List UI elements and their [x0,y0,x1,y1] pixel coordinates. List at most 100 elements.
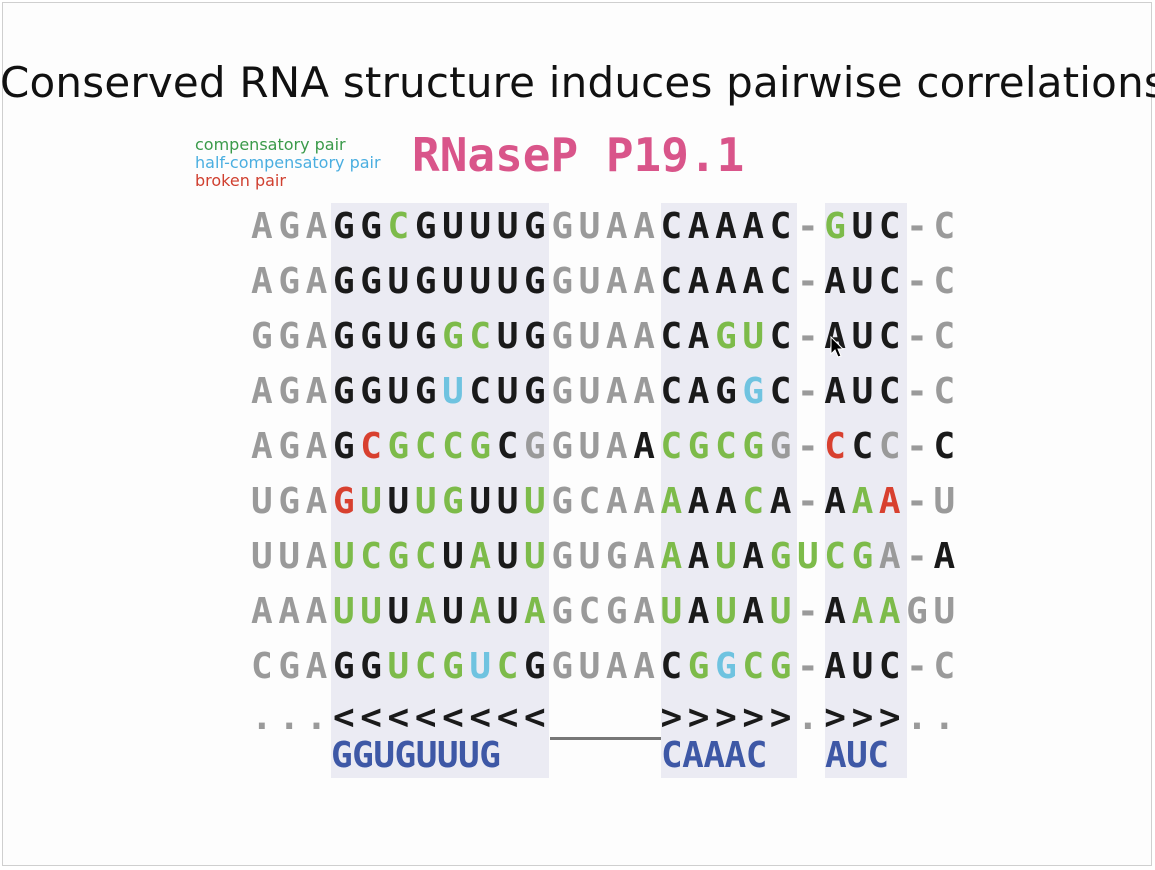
nucleotide: G [551,591,573,632]
nucleotide: C [469,371,491,412]
nucleotide: A [633,426,655,467]
nucleotide: A [605,316,628,357]
structure-char: > [687,697,710,738]
nucleotide: - [796,481,819,522]
nucleotide: A [660,481,683,522]
nucleotide: C [878,646,901,687]
nucleotide: G [251,316,273,357]
nucleotide: C [742,646,764,687]
nucleotide: U [933,481,955,522]
family-name: RNaseP P19.1 [412,128,745,182]
nucleotide: U [496,481,519,522]
nucleotide: A [878,481,901,522]
nucleotide: G [551,261,573,302]
nucleotide: G [524,371,546,412]
nucleotide: A [414,591,437,632]
nucleotide: C [414,426,437,467]
nucleotide: C [769,206,792,247]
nucleotide: - [906,371,928,412]
structure-char: < [360,697,382,738]
nucleotide: G [551,316,573,357]
nucleotide: A [305,261,328,302]
nucleotide: C [933,646,955,687]
nucleotide: A [305,646,328,687]
structure-char: > [742,697,764,738]
nucleotide: A [469,591,491,632]
nucleotide: G [742,426,764,467]
nucleotide: G [551,481,573,522]
nucleotide: C [933,261,955,302]
consensus-left: GGUGUUUG [331,735,501,776]
nucleotide: U [442,536,464,577]
mouse-pointer-icon [830,336,845,358]
nucleotide: U [251,536,273,577]
structure-char: . [906,697,928,738]
nucleotide: G [605,591,628,632]
nucleotide: A [687,261,710,302]
nucleotide: A [251,371,273,412]
nucleotide: U [469,206,491,247]
nucleotide: G [551,646,573,687]
nucleotide: C [360,536,382,577]
nucleotide: G [332,646,355,687]
nucleotide: C [578,481,601,522]
structure-char: < [414,697,437,738]
structure-char: > [660,697,683,738]
nucleotide: U [715,536,737,577]
nucleotide: U [387,371,410,412]
nucleotide: A [769,481,792,522]
nucleotide: A [824,371,846,412]
nucleotide: A [687,206,710,247]
nucleotide: - [796,206,819,247]
nucleotide: U [496,536,519,577]
structure-char: > [769,697,792,738]
nucleotide: G [414,261,437,302]
structure-char: < [496,697,519,738]
nucleotide: U [469,481,491,522]
nucleotide: U [469,646,491,687]
nucleotide: - [796,426,819,467]
structure-char: > [851,697,874,738]
nucleotide: G [332,206,355,247]
structure-char: . [305,697,328,738]
nucleotide: A [633,261,655,302]
nucleotide: C [851,426,874,467]
nucleotide: C [933,316,955,357]
nucleotide: - [796,591,819,632]
nucleotide: U [578,646,601,687]
nucleotide: A [633,316,655,357]
nucleotide: C [660,646,683,687]
structure-char: > [878,697,901,738]
nucleotide: U [524,481,546,522]
nucleotide: A [633,206,655,247]
nucleotide: G [278,481,300,522]
nucleotide: G [824,206,846,247]
nucleotide: C [933,206,955,247]
nucleotide: A [305,481,328,522]
nucleotide: G [278,646,300,687]
nucleotide: A [251,426,273,467]
nucleotide: U [933,591,955,632]
nucleotide: - [796,646,819,687]
nucleotide: G [278,371,300,412]
nucleotide: U [851,371,874,412]
nucleotide: - [906,261,928,302]
nucleotide: G [360,646,382,687]
nucleotide: C [878,426,901,467]
nucleotide: A [742,591,764,632]
nucleotide: C [660,206,683,247]
nucleotide: G [687,426,710,467]
nucleotide: G [551,371,573,412]
nucleotide: G [387,536,410,577]
nucleotide: A [878,536,901,577]
stem-shade-middle [661,203,797,778]
nucleotide: G [524,646,546,687]
legend-broken: broken pair [195,171,286,190]
nucleotide: G [414,371,437,412]
nucleotide: A [524,591,546,632]
structure-char: < [524,697,546,738]
